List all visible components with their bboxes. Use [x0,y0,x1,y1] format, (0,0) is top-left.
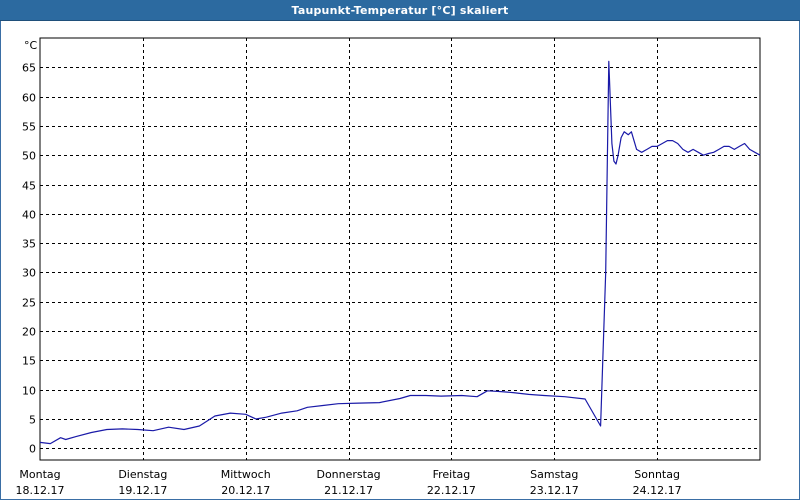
x-tick-day-label: Dienstag [118,468,167,481]
y-tick-label: 60 [22,92,36,105]
x-tick-day-label: Montag [19,468,60,481]
x-tick-day-label: Samstag [530,468,578,481]
chart-title: Taupunkt-Temperatur [°C] skaliert [291,3,509,17]
y-tick-label: 20 [22,326,36,339]
y-tick-label: 35 [22,238,36,251]
y-tick-label: 65 [22,62,36,75]
x-tick-date-label: 20.12.17 [221,484,270,497]
y-axis-label: °C [24,39,38,52]
temperature-chart: 0 5 10 15 20 25 30 35 40 45 50 55 60 65 °C Montag 18.12.… [16,37,761,497]
x-tick-day-label: Sonntag [634,468,680,481]
x-tick-date-label: 23.12.17 [530,484,579,497]
title-bar: Taupunkt-Temperatur [°C] skaliert [0,0,800,21]
y-tick-label: 45 [22,180,36,193]
x-tick-day-label: Freitag [433,468,471,481]
y-tick-label: 0 [29,443,36,456]
y-tick-label: 50 [22,150,36,163]
series-line [39,60,761,445]
plot-area [39,37,761,461]
x-tick-date-label: 19.12.17 [118,484,167,497]
x-tick-day-label: Mittwoch [221,468,271,481]
y-tick-label: 55 [22,121,36,134]
x-tick-day-label: Donnerstag [316,468,380,481]
x-tick-date-label: 22.12.17 [427,484,476,497]
x-tick-date-label: 21.12.17 [324,484,373,497]
y-tick-label: 25 [22,297,36,310]
x-tick-date-label: 18.12.17 [16,484,65,497]
y-tick-label: 5 [29,414,36,427]
y-tick-label: 40 [22,209,36,222]
x-tick-date-label: 24.12.17 [633,484,682,497]
y-tick-label: 30 [22,267,36,280]
y-tick-label: 10 [22,385,36,398]
y-tick-label: 15 [22,355,36,368]
